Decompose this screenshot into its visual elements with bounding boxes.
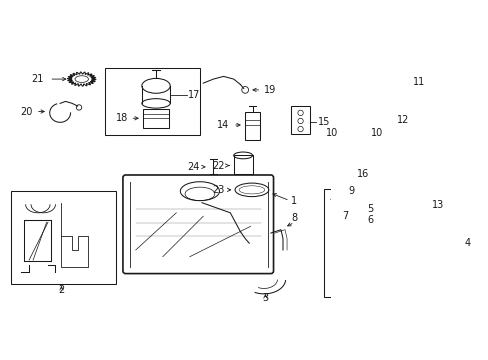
Text: 12: 12 — [396, 114, 408, 125]
Bar — [244, 112, 260, 140]
Bar — [323, 189, 459, 297]
Text: 4: 4 — [464, 238, 470, 248]
Text: 7: 7 — [341, 211, 347, 221]
Text: 17: 17 — [188, 90, 201, 100]
Bar — [11, 191, 115, 284]
Text: 10: 10 — [325, 128, 337, 138]
Bar — [233, 156, 252, 174]
Bar — [290, 106, 309, 135]
Text: 23: 23 — [211, 185, 224, 195]
Text: 22: 22 — [211, 161, 224, 171]
Text: 9: 9 — [348, 186, 354, 196]
Text: 21: 21 — [32, 74, 44, 84]
Bar — [384, 72, 456, 132]
Text: 10: 10 — [371, 128, 383, 138]
Text: 16: 16 — [357, 168, 369, 179]
Text: 2: 2 — [58, 285, 64, 296]
Text: 18: 18 — [116, 113, 128, 123]
Bar — [105, 68, 200, 135]
Text: 14: 14 — [217, 120, 229, 130]
Text: 13: 13 — [431, 200, 443, 210]
Text: 6: 6 — [367, 215, 373, 225]
Text: 8: 8 — [291, 213, 297, 223]
Text: 3: 3 — [262, 293, 268, 303]
Text: 24: 24 — [186, 162, 199, 172]
Text: 11: 11 — [412, 77, 425, 87]
Text: 20: 20 — [20, 107, 33, 117]
Text: 19: 19 — [264, 85, 276, 95]
Text: 5: 5 — [367, 204, 373, 215]
Bar — [143, 109, 168, 128]
Text: 1: 1 — [290, 195, 297, 206]
Text: 15: 15 — [318, 117, 330, 127]
